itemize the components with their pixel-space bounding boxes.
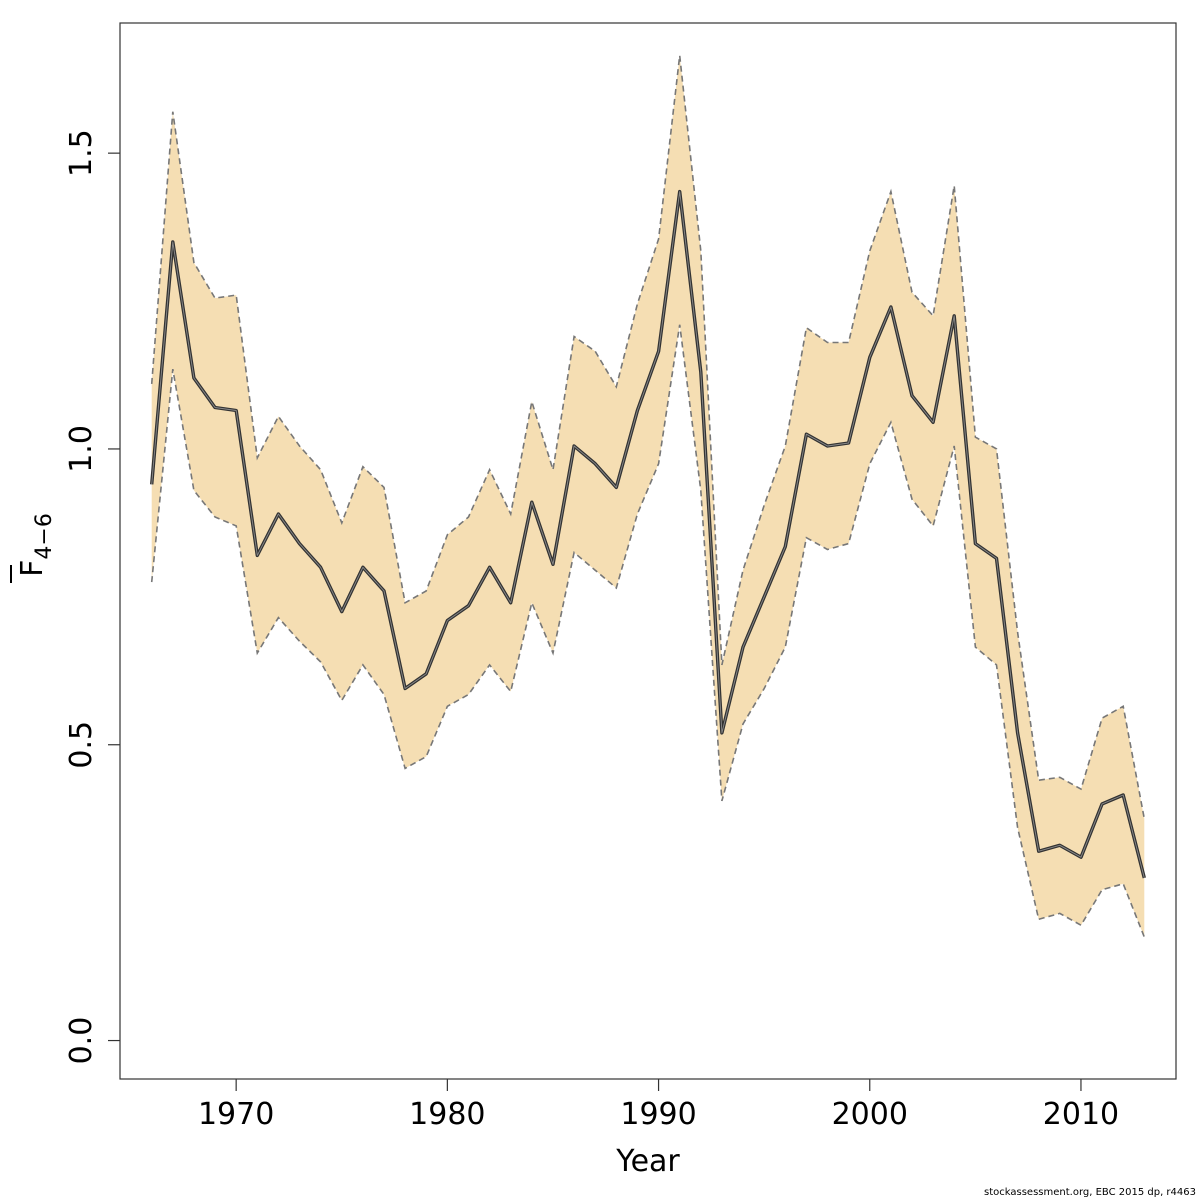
y-tick-label: 0.0 xyxy=(64,1017,99,1065)
y-axis-title: F4−6 xyxy=(10,513,57,583)
plot-frame xyxy=(119,22,1177,1080)
series-line-highlight xyxy=(151,191,1145,879)
y-tick-label: 1.5 xyxy=(64,129,99,177)
x-tick-label: 2010 xyxy=(1043,1097,1119,1132)
lower-bound-line xyxy=(150,324,1146,938)
y-axis: 0.0 0.5 1.0 1.5 xyxy=(64,129,120,1064)
x-tick-label: 1970 xyxy=(198,1097,274,1132)
confidence-band-group xyxy=(150,55,1146,938)
y-tick-label: 0.5 xyxy=(64,721,99,769)
x-axis: 1970 1980 1990 2000 2010 xyxy=(198,1079,1119,1132)
footer-credit: stockassessment.org, EBC 2015 dp, r4463 xyxy=(984,1187,1196,1198)
x-tick-label: 1990 xyxy=(620,1097,696,1132)
upper-bound-line xyxy=(150,55,1146,819)
svg-text:F4−6: F4−6 xyxy=(15,513,57,577)
x-tick-label: 2000 xyxy=(832,1097,908,1132)
x-axis-title: Year xyxy=(615,1144,680,1179)
confidence-band-area xyxy=(151,55,1145,937)
series-line-group xyxy=(150,189,1146,879)
x-tick-label: 1980 xyxy=(409,1097,485,1132)
y-axis-title-subscript: 4−6 xyxy=(32,513,57,559)
y-tick-label: 1.0 xyxy=(64,425,99,473)
y-axis-title-main: F xyxy=(15,560,50,577)
